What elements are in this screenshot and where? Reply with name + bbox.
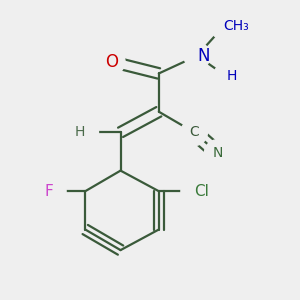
Text: O: O — [105, 53, 118, 71]
Circle shape — [213, 63, 240, 90]
Text: C: C — [189, 125, 199, 139]
Text: N: N — [197, 47, 210, 65]
Text: H: H — [226, 69, 237, 83]
Text: CH₃: CH₃ — [224, 19, 249, 33]
Text: Cl: Cl — [194, 184, 209, 199]
Circle shape — [40, 178, 66, 205]
Text: H: H — [75, 125, 85, 139]
Circle shape — [181, 119, 207, 146]
Circle shape — [184, 43, 210, 69]
Circle shape — [181, 178, 207, 205]
Text: N: N — [212, 146, 223, 160]
Circle shape — [72, 119, 98, 146]
Text: F: F — [44, 184, 53, 199]
Circle shape — [98, 48, 125, 75]
Circle shape — [210, 13, 237, 40]
Circle shape — [205, 140, 231, 166]
